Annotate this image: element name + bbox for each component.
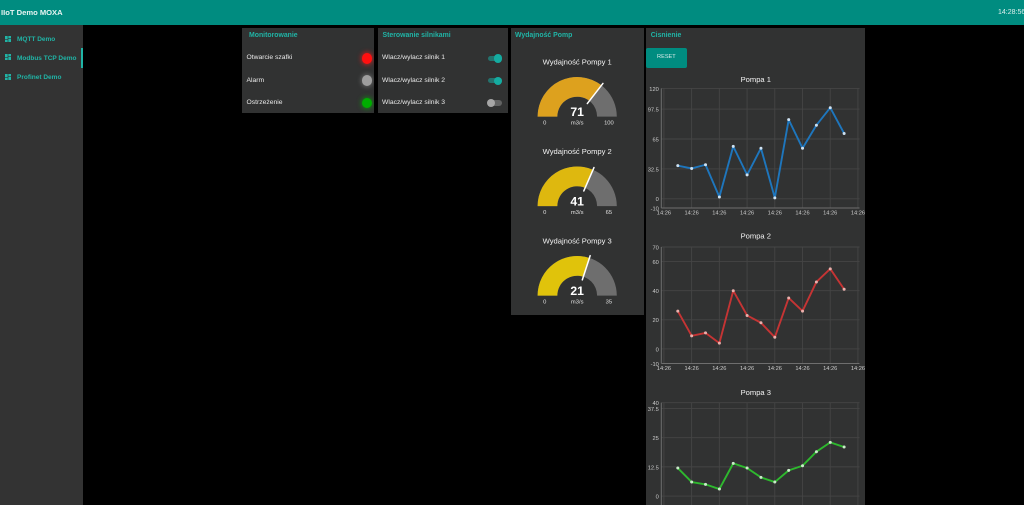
svg-text:120: 120 bbox=[649, 87, 659, 93]
svg-text:12.5: 12.5 bbox=[647, 465, 658, 471]
svg-text:14:26: 14:26 bbox=[684, 366, 698, 372]
svg-text:20: 20 bbox=[652, 318, 658, 324]
svg-text:Pompa 3: Pompa 3 bbox=[740, 388, 770, 397]
svg-text:0: 0 bbox=[543, 210, 546, 216]
svg-text:40: 40 bbox=[652, 289, 658, 295]
svg-text:m3/s: m3/s bbox=[571, 120, 584, 126]
svg-text:Wydajność Pompy 2: Wydajność Pompy 2 bbox=[543, 147, 612, 156]
svg-text:14:26: 14:26 bbox=[851, 366, 865, 372]
svg-text:14:26: 14:26 bbox=[740, 366, 754, 372]
svg-text:37.5: 37.5 bbox=[647, 407, 658, 413]
svg-text:70: 70 bbox=[652, 245, 658, 251]
svg-text:-10: -10 bbox=[650, 362, 658, 368]
svg-text:Pompa 2: Pompa 2 bbox=[740, 232, 770, 241]
svg-text:m3/s: m3/s bbox=[571, 210, 584, 216]
svg-text:0: 0 bbox=[543, 299, 546, 305]
svg-text:0: 0 bbox=[543, 120, 546, 126]
svg-text:21: 21 bbox=[570, 284, 584, 298]
svg-text:14:26: 14:26 bbox=[712, 366, 726, 372]
svg-text:14:26: 14:26 bbox=[795, 211, 809, 217]
svg-text:14:26: 14:26 bbox=[656, 211, 670, 217]
svg-text:65: 65 bbox=[606, 210, 612, 216]
svg-text:Pompa 1: Pompa 1 bbox=[740, 75, 770, 84]
svg-text:14:26: 14:26 bbox=[684, 211, 698, 217]
svg-text:14:26: 14:26 bbox=[767, 211, 781, 217]
svg-text:40: 40 bbox=[652, 401, 658, 407]
svg-text:14:26: 14:26 bbox=[795, 366, 809, 372]
svg-text:65: 65 bbox=[652, 137, 658, 143]
svg-text:Wydajność Pompy 3: Wydajność Pompy 3 bbox=[543, 237, 612, 246]
svg-text:14:26: 14:26 bbox=[767, 366, 781, 372]
svg-text:0: 0 bbox=[655, 347, 658, 353]
svg-text:14:26: 14:26 bbox=[851, 211, 865, 217]
svg-text:Wydajność Pompy 1: Wydajność Pompy 1 bbox=[543, 58, 612, 67]
svg-text:0: 0 bbox=[655, 197, 658, 203]
svg-text:14:26: 14:26 bbox=[823, 366, 837, 372]
svg-text:25: 25 bbox=[652, 436, 658, 442]
svg-text:35: 35 bbox=[606, 299, 612, 305]
svg-text:14:26: 14:26 bbox=[823, 211, 837, 217]
svg-text:100: 100 bbox=[604, 120, 614, 126]
svg-text:32.5: 32.5 bbox=[647, 167, 658, 173]
svg-text:14:26: 14:26 bbox=[656, 366, 670, 372]
svg-text:60: 60 bbox=[652, 260, 658, 266]
svg-text:-10: -10 bbox=[650, 206, 658, 212]
svg-text:71: 71 bbox=[570, 105, 584, 119]
svg-text:m3/s: m3/s bbox=[571, 299, 584, 305]
svg-text:14:26: 14:26 bbox=[712, 211, 726, 217]
svg-text:97.5: 97.5 bbox=[647, 108, 658, 114]
svg-text:41: 41 bbox=[570, 195, 584, 209]
svg-text:0: 0 bbox=[655, 494, 658, 500]
svg-text:14:26: 14:26 bbox=[740, 211, 754, 217]
